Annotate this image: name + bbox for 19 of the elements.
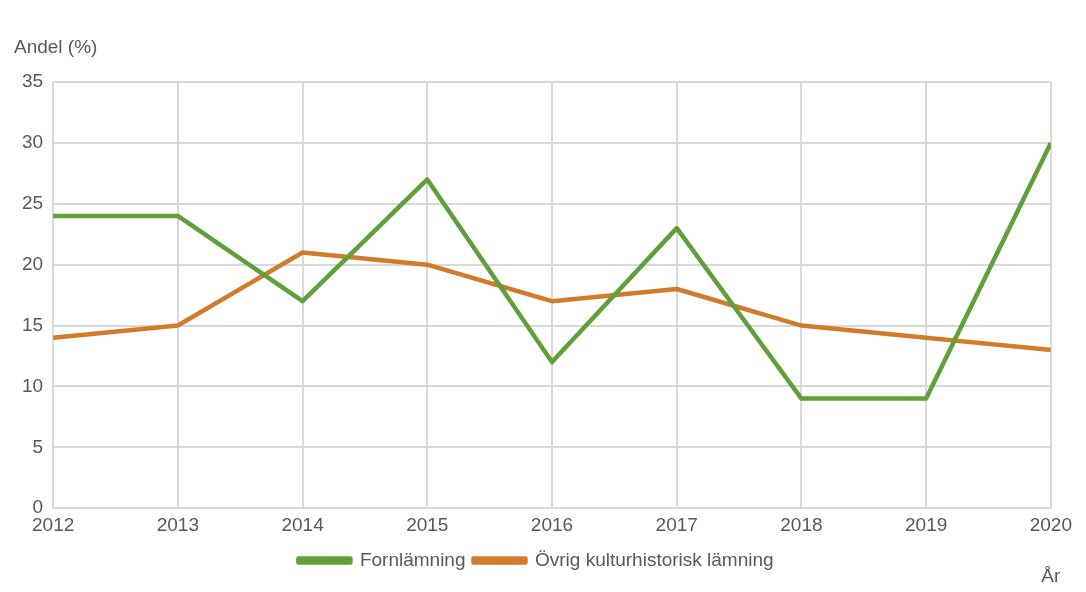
x-tick-label: 2018 (780, 513, 823, 535)
x-tick-label: 2017 (655, 513, 698, 535)
y-tick-label: 20 (21, 252, 44, 274)
x-tick-label: 2016 (530, 513, 574, 535)
x-axis-title: År (1041, 564, 1062, 586)
y-tick-label: 25 (21, 192, 44, 214)
x-tick-label: 2019 (905, 513, 948, 535)
legend-label: Övrig kulturhistorisk lämning (534, 548, 774, 570)
legend-label: Fornlämning (359, 548, 466, 570)
x-tick-label: 2014 (281, 513, 325, 535)
x-tick-label: 2013 (156, 513, 199, 535)
x-tick-label: 2020 (1029, 513, 1073, 535)
y-tick-label: 15 (21, 313, 44, 335)
y-tick-label: 10 (21, 374, 44, 396)
y-tick-label: 5 (32, 435, 44, 457)
y-axis-title: Andel (%) (14, 36, 98, 58)
y-tick-label: 35 (21, 70, 44, 92)
y-tick-label: 30 (21, 131, 44, 153)
x-tick-label: 2015 (406, 513, 449, 535)
